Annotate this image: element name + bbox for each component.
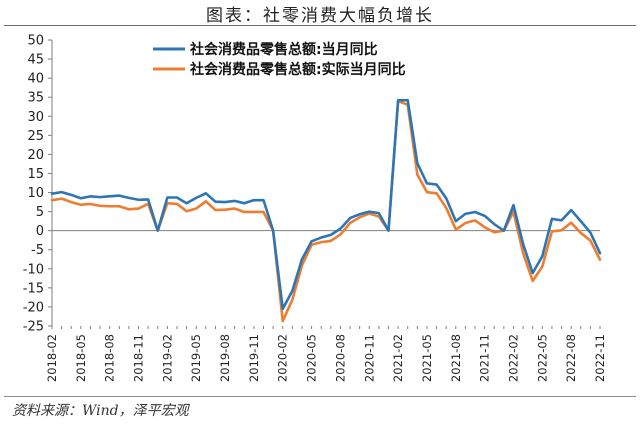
x-tick-label: 2019-05 [189, 334, 203, 382]
x-tick-label: 2018-02 [45, 334, 59, 382]
footer-divider [4, 396, 636, 397]
x-tick-label: 2018-11 [132, 334, 146, 382]
series-line-2 [50, 99, 602, 323]
x-tick-label: 2020-05 [305, 334, 319, 382]
x-tick-label: 2021-11 [478, 334, 492, 382]
y-tick-label: 30 [27, 110, 44, 125]
legend-label-1: 社会消费品零售总额:当月同比 [189, 41, 378, 58]
y-tick-label: -5 [31, 243, 44, 258]
x-tick-label: 2019-08 [218, 334, 232, 382]
y-tick-label: -10 [23, 262, 44, 277]
y-tick-label: 0 [36, 224, 44, 239]
x-tick-label: 2018-05 [74, 334, 88, 382]
y-tick-label: 5 [36, 205, 44, 220]
x-tick-label: 2019-02 [160, 334, 174, 382]
x-tick-label: 2020-08 [333, 334, 347, 382]
x-tick-label: 2018-08 [103, 334, 117, 382]
page-title: 图表：社零消费大幅负增长 [206, 6, 434, 26]
x-tick-label: 2019-11 [247, 334, 261, 382]
y-tick-label: -15 [23, 281, 44, 296]
x-axis: 2018-02 2018-05 2018-08 2018-11 2019-02 2019-… [45, 230, 607, 382]
title-divider [4, 25, 636, 26]
x-tick-label: 2021-08 [449, 334, 463, 382]
y-tick-label: 20 [27, 148, 44, 163]
y-tick-label: 10 [27, 186, 44, 201]
y-tick-label: 50 [27, 34, 44, 49]
legend-label-2: 社会消费品零售总额:实际当月同比 [189, 61, 406, 78]
y-tick-label: -25 [23, 320, 44, 335]
x-tick-label: 2021-05 [420, 334, 434, 382]
x-tick-label: 2022-02 [506, 334, 520, 382]
series-lines [50, 98, 602, 323]
x-tick-label: 2020-11 [362, 334, 376, 382]
series-line-1 [50, 98, 602, 311]
x-tick-label: 2020-02 [276, 334, 290, 382]
y-tick-label: 35 [27, 91, 44, 106]
x-tick-label: 2021-02 [391, 334, 405, 382]
y-tick-label: -20 [23, 300, 44, 315]
x-tick-label: 2022-08 [564, 334, 578, 382]
source-note: 资料来源：Wind，泽平宏观 [12, 403, 189, 419]
y-tick-label: 15 [27, 167, 44, 182]
x-tick-label: 2022-05 [535, 334, 549, 382]
y-tick-label: 25 [27, 129, 44, 144]
y-tick-label: 45 [27, 53, 44, 68]
y-tick-label: 40 [27, 72, 44, 87]
x-tick-label: 2022-11 [593, 334, 607, 382]
